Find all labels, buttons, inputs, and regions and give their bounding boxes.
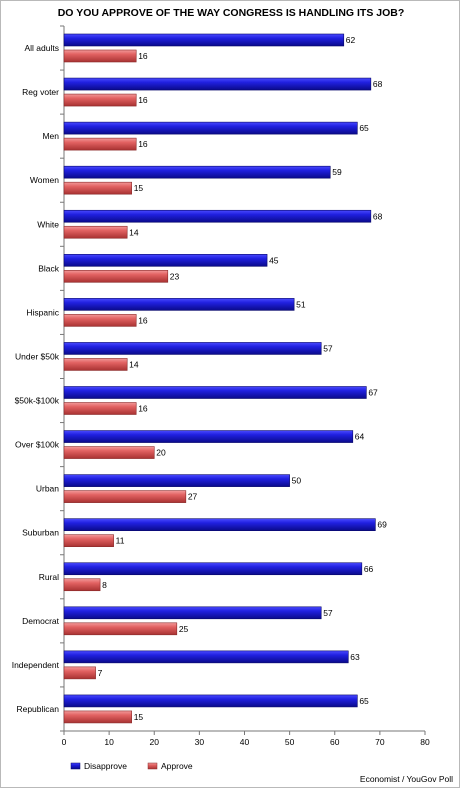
data-label-approve: 16 [138,95,148,105]
data-label-approve: 27 [188,492,198,502]
data-label-disapprove: 68 [373,79,383,89]
bar-approve [63,270,169,283]
bar-approve [63,93,137,107]
data-label-approve: 15 [134,183,144,193]
bar-disapprove [63,254,268,267]
category-label: Over $100k [15,440,60,450]
data-label-approve: 20 [156,448,166,458]
bar-approve [63,534,114,547]
bar-disapprove [63,694,358,708]
x-tick-label: 10 [104,737,114,747]
data-label-approve: 11 [116,536,125,546]
data-label-approve: 7 [98,668,103,678]
bar-approve [63,578,101,592]
data-label-approve: 16 [138,404,148,414]
bar-disapprove [63,209,372,223]
category-label: Women [30,175,59,185]
bar-approve [63,446,155,459]
source-note: Economist / YouGov Poll [360,774,453,784]
bar-approve [63,490,187,503]
bar-disapprove [63,165,331,179]
bar-disapprove [63,121,358,135]
category-label: Black [38,263,60,273]
data-label-approve: 15 [134,712,144,722]
data-label-approve: 8 [102,580,107,590]
category-label: Reg voter [22,87,59,97]
data-label-approve: 14 [129,227,139,237]
data-label-disapprove: 65 [359,696,369,706]
bar-approve [63,358,128,371]
data-label-approve: 14 [129,359,139,369]
legend-label-disapprove: Disapprove [84,761,127,771]
category-label: Men [42,131,59,141]
data-label-approve: 23 [170,271,180,281]
data-label-disapprove: 67 [368,388,378,398]
x-tick-label: 50 [285,737,295,747]
data-label-disapprove: 63 [350,652,360,662]
bar-disapprove [63,386,367,399]
bar-disapprove [63,342,322,355]
data-label-approve: 25 [179,624,189,634]
legend-swatch-approve [147,762,158,770]
category-label: Independent [12,660,60,670]
bar-approve [63,710,132,724]
bar-approve [63,666,96,680]
category-label: Suburban [22,528,59,538]
bar-disapprove [63,606,322,620]
chart-title: DO YOU APPROVE OF THE WAY CONGRESS IS HA… [58,7,405,19]
bar-disapprove [63,474,290,487]
data-label-disapprove: 59 [332,167,342,177]
bar-approve [63,402,137,415]
data-label-disapprove: 57 [323,343,333,353]
data-label-disapprove: 50 [292,476,302,486]
data-label-approve: 16 [138,51,148,61]
category-label: Under $50k [15,351,60,361]
data-label-approve: 16 [138,315,148,325]
category-label: All adults [25,43,60,53]
category-label: Urban [36,484,59,494]
bar-disapprove [63,298,295,311]
bar-approve [63,49,137,63]
data-label-disapprove: 69 [377,520,387,530]
bar-approve [63,181,132,195]
data-label-disapprove: 68 [373,211,383,221]
bar-disapprove [63,518,376,531]
x-tick-label: 40 [240,737,250,747]
legend-swatch-disapprove [70,762,81,770]
bar-approve [63,225,128,239]
bar-approve [63,622,178,636]
data-label-disapprove: 62 [346,35,356,45]
category-label: Rural [39,572,59,582]
data-label-disapprove: 64 [355,432,365,442]
bar-disapprove [63,33,345,47]
x-tick-label: 80 [420,737,430,747]
category-label: $50k-$100k [15,396,60,406]
category-label: Republican [16,704,59,714]
bar-approve [63,314,137,327]
bar-disapprove [63,77,372,91]
category-label: Democrat [22,616,59,626]
data-label-approve: 16 [138,139,148,149]
x-tick-label: 20 [150,737,160,747]
bar-disapprove [63,562,363,576]
bar-disapprove [63,430,354,443]
x-tick-label: 0 [62,737,67,747]
data-label-disapprove: 51 [296,299,306,309]
x-tick-label: 60 [330,737,340,747]
data-label-disapprove: 65 [359,123,369,133]
category-label: Hispanic [26,307,59,317]
data-label-disapprove: 57 [323,608,333,618]
bar-approve [63,137,137,151]
data-label-disapprove: 66 [364,564,374,574]
x-tick-label: 70 [375,737,385,747]
bar-disapprove [63,650,349,664]
data-label-disapprove: 45 [269,255,279,265]
legend-label-approve: Approve [161,761,193,771]
category-label: White [37,219,59,229]
x-tick-label: 30 [195,737,205,747]
